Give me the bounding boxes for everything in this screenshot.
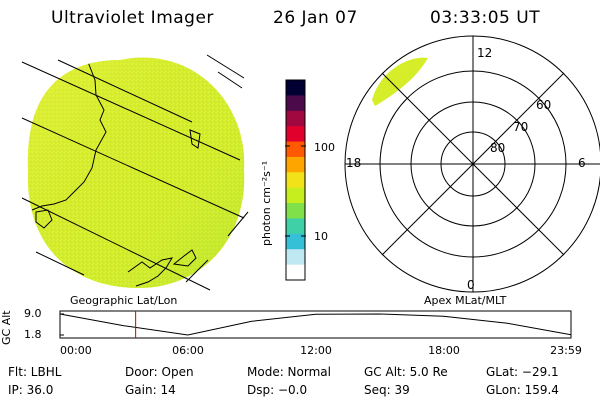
gc-alt-info: GC Alt: 5.0 Re [364, 365, 448, 379]
glon-info: GLon: 159.4 [486, 383, 559, 397]
mlt-label-0: 0 [467, 278, 475, 292]
colorbar-segment [286, 249, 305, 266]
apex-caption: Apex MLat/MLT [424, 294, 507, 307]
dsp-info: Dsp: −0.0 [247, 383, 308, 397]
colorbar-segment [286, 156, 305, 173]
colorbar-segment [286, 80, 305, 96]
colorbar-segment [286, 95, 305, 112]
filter-info: Flt: LBHL [8, 365, 62, 379]
gain-info: Gain: 14 [125, 383, 176, 397]
polar-grid [344, 35, 600, 293]
colorbar-segment [286, 110, 305, 127]
x-tick-2359: 23:59 [550, 344, 582, 357]
colorbar-tick-100: 100 [314, 141, 335, 154]
altitude-plot [59, 310, 572, 339]
seq-info: Seq: 39 [364, 383, 410, 397]
date-label: 26 Jan 07 [273, 8, 358, 28]
uv-image-disk [21, 54, 249, 291]
x-tick-1800: 18:00 [428, 344, 460, 357]
colorbar-segment [286, 264, 305, 281]
colorbar-segment [286, 126, 305, 143]
mlat-label-80: 80 [490, 141, 506, 155]
mlat-label-60: 60 [536, 98, 552, 112]
alt-tick-high: 9.0 [24, 307, 42, 320]
colorbar-ticks [285, 145, 306, 237]
x-tick-1200: 12:00 [300, 344, 332, 357]
alt-axis-label: GC Alt [0, 310, 13, 345]
colorbar-segment [286, 218, 305, 235]
ip-info: IP: 36.0 [8, 383, 54, 397]
colorbar [285, 79, 306, 281]
colorbar-segment [286, 233, 305, 250]
mlt-label-18: 18 [346, 156, 362, 170]
glat-info: GLat: −29.1 [486, 365, 559, 379]
geographic-caption: Geographic Lat/Lon [70, 294, 178, 307]
x-tick-0600: 06:00 [172, 344, 204, 357]
time-label: 03:33:05 UT [430, 8, 541, 28]
colorbar-segment [286, 187, 305, 204]
colorbar-border [285, 79, 306, 281]
coastline-overlay [31, 61, 201, 287]
mlat-label-70: 70 [513, 120, 529, 134]
mode-info: Mode: Normal [247, 365, 331, 379]
alt-tick-low: 1.8 [24, 328, 42, 341]
mlt-label-6: 6 [578, 156, 586, 170]
x-tick-0000: 00:00 [60, 344, 92, 357]
colorbar-tick-10: 10 [314, 230, 328, 243]
colorbar-unit-label: photon cm⁻²s⁻¹ [260, 160, 273, 246]
altitude-curve [59, 313, 572, 336]
latlon-grid [21, 54, 249, 291]
colorbar-segment [286, 141, 305, 158]
door-info: Door: Open [125, 365, 194, 379]
mlt-label-12: 12 [477, 46, 493, 60]
instrument-title: Ultraviolet Imager [51, 8, 214, 28]
colorbar-segment [286, 203, 305, 219]
auroral-patch [372, 57, 428, 106]
colorbar-segment [286, 172, 305, 189]
